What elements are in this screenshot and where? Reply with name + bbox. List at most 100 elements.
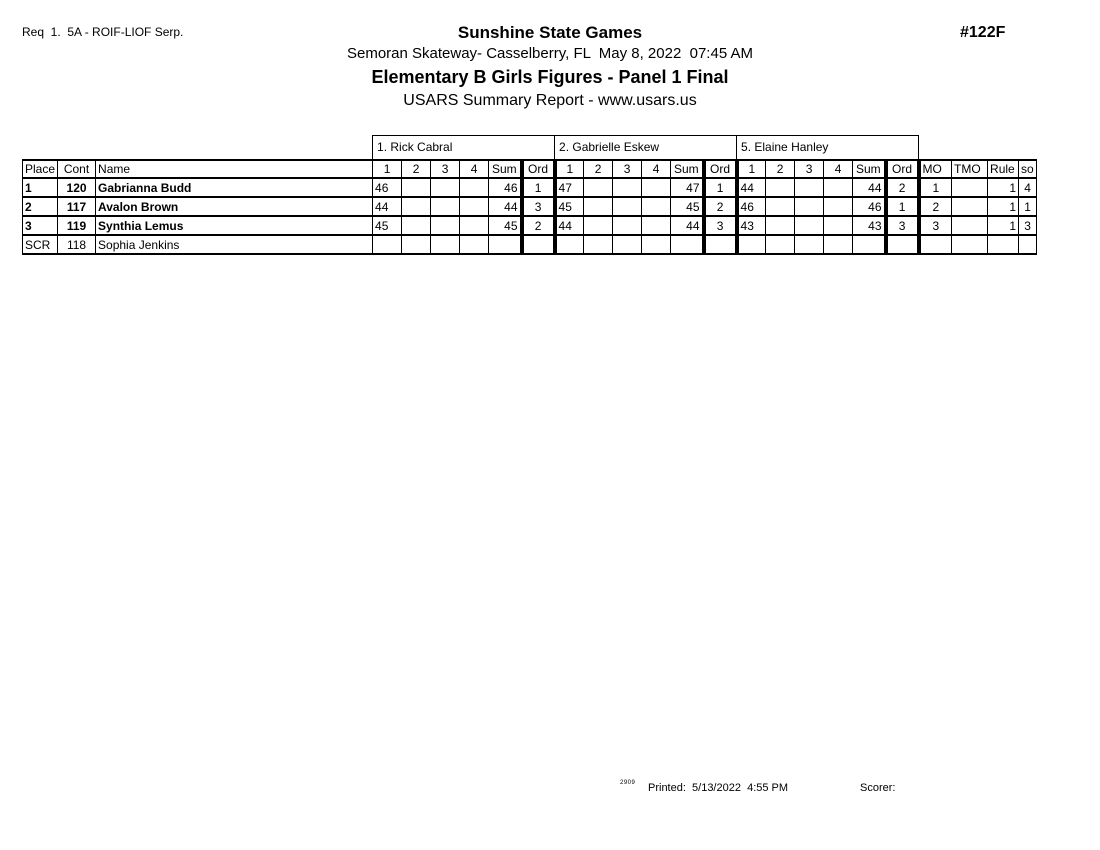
cell-j3-s4 — [823, 234, 854, 255]
cell-cont: 120 — [57, 177, 97, 198]
col-header-j1-1: 1 — [372, 159, 403, 179]
cell-j3-s3 — [794, 234, 825, 255]
col-header-j2-3: 3 — [612, 159, 643, 179]
cell-name: Avalon Brown — [95, 196, 374, 217]
scorer-label: Scorer: — [860, 782, 896, 794]
cell-j2-s1: 47 — [554, 177, 585, 198]
cell-j1-s2 — [401, 177, 432, 198]
column-header-row: Place Cont Name 1 2 3 4 Sum Ord 1 2 3 4 … — [21, 159, 1038, 179]
cell-j1-s4 — [459, 196, 490, 217]
col-header-so: so — [1018, 159, 1038, 179]
cell-mo: 1 — [918, 177, 953, 198]
cell-j3-sum — [852, 234, 887, 255]
cell-j2-s4 — [641, 215, 672, 236]
cell-j1-sum: 44 — [488, 196, 523, 217]
col-header-j1-ord: Ord — [519, 159, 557, 179]
col-header-j1-3: 3 — [430, 159, 461, 179]
cell-j2-s1: 44 — [554, 215, 585, 236]
event-title: Elementary B Girls Figures - Panel 1 Fin… — [371, 67, 729, 87]
cell-rule: 1 — [987, 196, 1020, 217]
col-header-j3-2: 2 — [765, 159, 796, 179]
cell-j3-ord — [883, 234, 921, 255]
col-header-j2-2: 2 — [583, 159, 614, 179]
col-header-j3-4: 4 — [823, 159, 854, 179]
col-header-j3-1: 1 — [736, 159, 767, 179]
cell-name: Synthia Lemus — [95, 215, 374, 236]
cell-j3-s3 — [794, 196, 825, 217]
table-row: 1 120 Gabrianna Budd 46 46 1 47 47 1 44 — [21, 177, 1038, 198]
cell-j1-s1 — [372, 234, 403, 255]
col-header-j2-4: 4 — [641, 159, 672, 179]
cell-j1-s1: 46 — [372, 177, 403, 198]
cell-j2-s3 — [612, 196, 643, 217]
table-row: 3 119 Synthia Lemus 45 45 2 44 44 3 43 — [21, 215, 1038, 236]
cell-place: 1 — [21, 177, 59, 198]
cell-place: SCR — [21, 234, 59, 255]
judge-row-spacer-right — [919, 136, 1037, 161]
table-row: 2 117 Avalon Brown 44 44 3 45 45 2 46 4 — [21, 196, 1038, 217]
cell-j3-s2 — [765, 234, 796, 255]
cell-j2-sum — [670, 234, 705, 255]
cell-tmo — [951, 234, 989, 255]
cell-j3-sum: 44 — [852, 177, 887, 198]
judge-name-2: 2. Gabrielle Eskew — [554, 135, 738, 161]
cell-j3-s1: 46 — [736, 196, 767, 217]
cell-rule: 1 — [987, 215, 1020, 236]
report-title: Sunshine State Games — [457, 23, 643, 42]
cell-tmo — [951, 215, 989, 236]
col-header-j1-sum: Sum — [488, 159, 523, 179]
cell-so: 1 — [1018, 196, 1038, 217]
cell-j2-s3 — [612, 234, 643, 255]
cell-j2-s4 — [641, 196, 672, 217]
cell-mo: 3 — [918, 215, 953, 236]
cell-j3-s2 — [765, 215, 796, 236]
report-subtitle: USARS Summary Report - www.usars.us — [403, 92, 697, 109]
cell-j1-s4 — [459, 234, 490, 255]
cell-j2-ord: 2 — [701, 196, 739, 217]
version-mark: 2909 — [620, 780, 636, 786]
judge-name-1: 1. Rick Cabral — [372, 135, 556, 161]
cell-j2-s3 — [612, 177, 643, 198]
cell-j1-ord: 1 — [519, 177, 557, 198]
cell-j2-s4 — [641, 234, 672, 255]
cell-j2-ord: 1 — [701, 177, 739, 198]
cell-j3-sum: 46 — [852, 196, 887, 217]
cell-j3-s4 — [823, 196, 854, 217]
cell-so — [1018, 234, 1038, 255]
col-header-j2-1: 1 — [554, 159, 585, 179]
cell-j3-ord: 2 — [883, 177, 921, 198]
col-header-j3-ord: Ord — [883, 159, 921, 179]
cell-j1-s4 — [459, 215, 490, 236]
cell-j3-s1 — [736, 234, 767, 255]
cell-j1-s3 — [430, 196, 461, 217]
cell-rule: 1 — [987, 177, 1020, 198]
cell-j3-s3 — [794, 177, 825, 198]
col-header-place: Place — [21, 159, 59, 179]
judge-name-3: 5. Elaine Hanley — [736, 135, 920, 161]
cell-j1-s3 — [430, 215, 461, 236]
cell-j2-s2 — [583, 234, 614, 255]
col-header-j2-sum: Sum — [670, 159, 705, 179]
cell-j1-s3 — [430, 177, 461, 198]
cell-j1-sum — [488, 234, 523, 255]
col-header-j1-2: 2 — [401, 159, 432, 179]
cell-j3-s4 — [823, 177, 854, 198]
cell-so: 3 — [1018, 215, 1038, 236]
cell-j2-ord: 3 — [701, 215, 739, 236]
cell-j1-ord: 2 — [519, 215, 557, 236]
cell-j1-s2 — [401, 234, 432, 255]
judge-row-spacer-left — [23, 136, 373, 161]
results-table: 1. Rick Cabral 2. Gabrielle Eskew 5. Ela… — [21, 135, 1038, 255]
cell-j3-s3 — [794, 215, 825, 236]
cell-j1-s3 — [430, 234, 461, 255]
event-number: #122F — [960, 24, 1006, 41]
col-header-j2-ord: Ord — [701, 159, 739, 179]
cell-mo — [918, 234, 953, 255]
cell-tmo — [951, 177, 989, 198]
col-header-cont: Cont — [57, 159, 97, 179]
cell-j1-sum: 46 — [488, 177, 523, 198]
cell-j2-s2 — [583, 196, 614, 217]
judge-header-row: 1. Rick Cabral 2. Gabrielle Eskew 5. Ela… — [23, 135, 1037, 161]
cell-j1-s2 — [401, 196, 432, 217]
cell-j1-sum: 45 — [488, 215, 523, 236]
